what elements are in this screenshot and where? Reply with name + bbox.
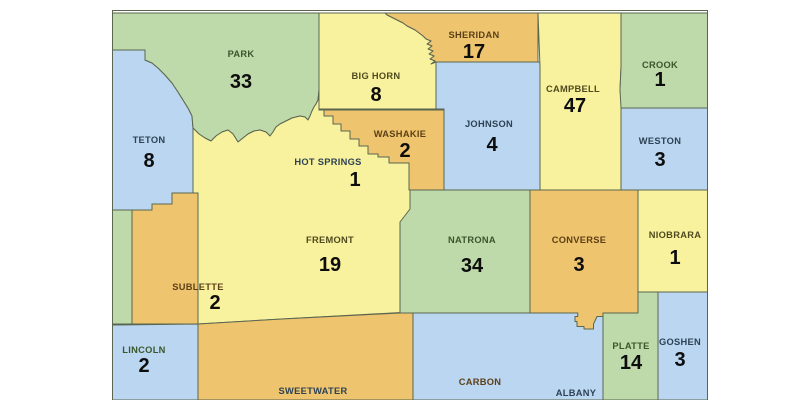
svg-text:4: 4 (486, 134, 498, 156)
svg-text:PARK: PARK (228, 49, 255, 59)
svg-text:CAMPBELL: CAMPBELL (546, 84, 600, 94)
svg-text:3: 3 (674, 349, 685, 371)
svg-text:SWEETWATER: SWEETWATER (279, 386, 348, 396)
svg-text:HOT SPRINGS: HOT SPRINGS (294, 157, 361, 167)
svg-text:3: 3 (654, 149, 665, 171)
svg-text:2: 2 (399, 140, 410, 162)
svg-text:14: 14 (620, 352, 643, 374)
svg-text:GOSHEN: GOSHEN (659, 337, 701, 347)
svg-text:17: 17 (463, 41, 485, 63)
svg-text:WASHAKIE: WASHAKIE (374, 129, 427, 139)
svg-text:3: 3 (573, 254, 584, 276)
svg-text:1: 1 (349, 169, 360, 191)
svg-text:BIG HORN: BIG HORN (352, 71, 401, 81)
svg-text:33: 33 (230, 71, 252, 93)
svg-text:1: 1 (669, 247, 680, 269)
svg-text:NATRONA: NATRONA (448, 235, 496, 245)
svg-text:CARBON: CARBON (459, 377, 502, 387)
svg-text:2: 2 (209, 292, 220, 314)
svg-text:JOHNSON: JOHNSON (465, 119, 513, 129)
svg-text:FREMONT: FREMONT (306, 235, 354, 245)
svg-text:1: 1 (654, 69, 665, 91)
svg-text:SHERIDAN: SHERIDAN (449, 30, 500, 40)
svg-text:ALBANY: ALBANY (556, 388, 597, 398)
svg-text:TETON: TETON (133, 135, 166, 145)
svg-text:NIOBRARA: NIOBRARA (649, 230, 702, 240)
svg-text:8: 8 (143, 150, 154, 172)
svg-text:47: 47 (564, 95, 586, 117)
svg-text:19: 19 (319, 254, 341, 276)
svg-text:WESTON: WESTON (639, 136, 681, 146)
svg-text:CONVERSE: CONVERSE (552, 235, 607, 245)
svg-text:2: 2 (138, 355, 149, 377)
svg-text:8: 8 (370, 84, 381, 106)
svg-text:LINCOLN: LINCOLN (122, 345, 165, 355)
svg-text:SUBLETTE: SUBLETTE (172, 282, 223, 292)
svg-text:34: 34 (461, 255, 484, 277)
svg-text:PLATTE: PLATTE (612, 341, 649, 351)
